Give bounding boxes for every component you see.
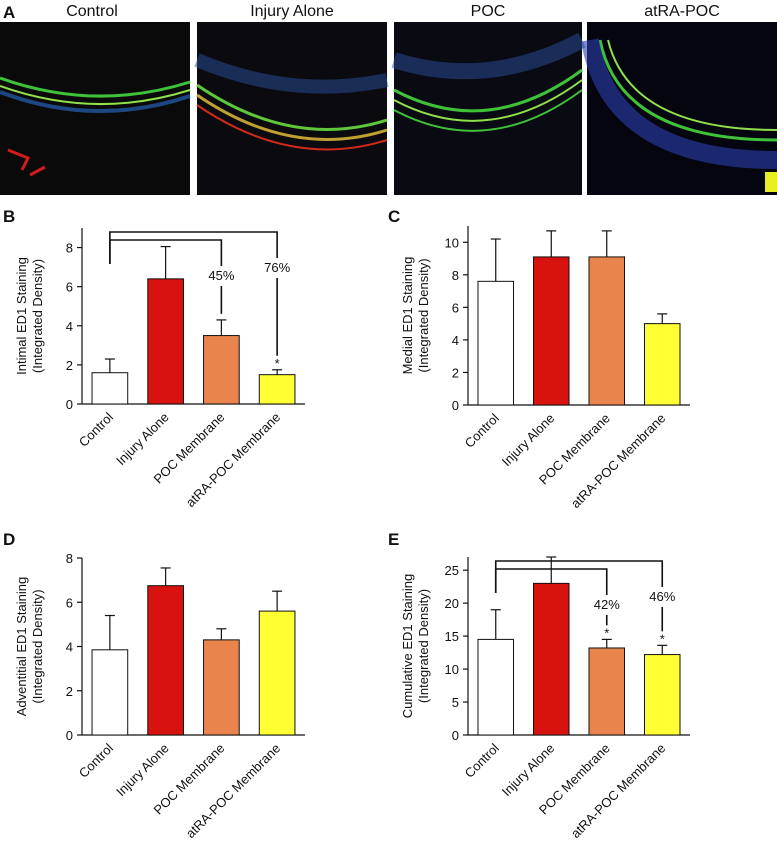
image-title: POC [471,3,506,20]
y-tick-label: 6 [66,595,73,610]
bar [147,585,184,736]
x-tick-label: Injury Alone [113,741,172,800]
label-bg [644,587,681,607]
y-tick-label: 8 [452,268,459,283]
bar [147,278,184,405]
percent-label: 76% [264,260,290,275]
image-title: Injury Alone [250,3,334,20]
micrograph [194,22,389,195]
y-axis-label: (Integrated Density) [416,589,431,703]
label-bg [203,266,240,286]
panel-label: D [3,530,15,549]
y-tick-label: 25 [445,563,459,578]
label-bg [259,258,296,278]
x-tick-label: Control [462,410,502,450]
y-axis-label: Adventitial ED1 Staining [14,577,29,716]
bar [588,256,626,406]
x-tick-label: Control [76,740,116,780]
bar [643,654,681,736]
x-tick-label: atRA-POC Membrane [183,410,284,511]
micrograph [581,22,777,195]
bar [477,638,515,736]
significance: * [275,356,280,371]
y-tick-label: 0 [66,728,73,743]
y-tick-label: 5 [452,695,459,710]
y-axis-label: (Integrated Density) [416,258,431,372]
panel-label: B [3,207,15,226]
x-tick-label: atRA-POC Membrane [183,741,284,842]
panel-label: C [388,207,400,226]
y-axis-label: Medial ED1 Staining [400,257,415,375]
y-tick-label: 0 [452,398,459,413]
y-tick-label: 15 [445,629,459,644]
y-tick-label: 10 [445,235,459,250]
label-bg [588,595,625,615]
percent-label: 46% [649,589,675,604]
y-tick-label: 20 [445,596,459,611]
bar [258,374,296,405]
comparison-bracket [109,231,278,356]
y-tick-label: 4 [66,319,73,334]
bar [258,610,296,736]
bar [203,335,240,405]
significance: * [660,631,665,646]
y-tick-label: 2 [66,684,73,699]
percent-label: 45% [208,268,234,283]
y-tick-label: 0 [66,397,73,412]
bar [532,256,570,406]
y-tick-label: 4 [66,640,73,655]
y-tick-label: 6 [452,300,459,315]
y-axis-label: Cumulative ED1 Staining [400,574,415,719]
y-tick-label: 0 [452,728,459,743]
bar [588,647,626,736]
bar [203,639,240,736]
y-tick-label: 8 [66,241,73,256]
bar [91,372,129,405]
micrograph [0,22,191,195]
x-tick-label: Control [462,740,502,780]
bar [91,649,129,736]
bar [532,582,570,736]
y-tick-label: 2 [452,365,459,380]
y-tick-label: 8 [66,551,73,566]
x-tick-label: Injury Alone [499,741,558,800]
image-title: atRA-POC [644,3,720,20]
significance: * [604,625,609,640]
y-axis-label: Intimal ED1 Staining [14,257,29,375]
image-title: Control [66,3,118,20]
x-tick-label: atRA-POC Membrane [568,411,669,512]
x-tick-label: Control [76,409,116,449]
x-tick-label: atRA-POC Membrane [568,741,669,842]
x-tick-label: Injury Alone [499,411,558,470]
micrograph [391,22,586,195]
panel-label: E [388,530,399,549]
comparison-bracket [494,560,664,632]
y-tick-label: 2 [66,358,73,373]
y-axis-label: (Integrated Density) [30,259,45,373]
y-tick-label: 4 [452,333,459,348]
bar [477,280,515,406]
y-axis-label: (Integrated Density) [30,589,45,703]
percent-label: 42% [594,597,620,612]
y-tick-label: 6 [66,280,73,295]
y-tick-label: 10 [445,662,459,677]
x-tick-label: Injury Alone [113,410,172,469]
panel-label: A [3,3,15,22]
bar [643,323,681,406]
